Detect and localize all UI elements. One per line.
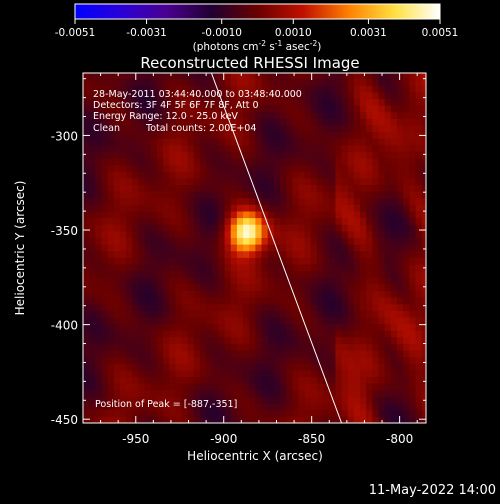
colorbar-tick-label: 0.0031 — [350, 27, 387, 39]
x-tick-label: -850 — [298, 432, 325, 446]
annotation-energy-range: Energy Range: 12.0 - 25.0 keV — [93, 111, 238, 122]
footer-date: 11-May-2022 14:00 — [369, 483, 496, 498]
x-axis-label: Heliocentric X (arcsec) — [187, 449, 323, 463]
heatmap-image — [83, 73, 426, 423]
x-tick-label: -800 — [386, 432, 413, 446]
annotation-detectors: Detectors: 3F 4F 5F 6F 7F 8F, Att 0 — [93, 100, 259, 111]
annotation-total-counts: Total counts: 2.00E+04 — [145, 123, 256, 134]
colorbar: -0.0051 -0.0031 -0.0010 0.0010 0.0031 0.0051 … — [55, 3, 459, 53]
annotation-time-range: 28-May-2011 03:44:40.000 to 03:48:40.000 — [93, 89, 302, 100]
colorbar-tick-label: 0.0051 — [422, 27, 459, 39]
colorbar-unit-label: (photons cm-2 s-1 asec-2) — [193, 39, 322, 53]
annotations: 28-May-2011 03:44:40.000 to 03:48:40.000… — [93, 89, 302, 410]
colorbar-tick-label: -0.0051 — [55, 27, 96, 39]
y-axis: -300 -350 -400 -450 — [51, 78, 426, 427]
y-tick-label: -450 — [51, 413, 78, 427]
solar-limb-line — [210, 73, 343, 423]
colorbar-gradient — [74, 3, 441, 20]
y-tick-label: -300 — [51, 129, 78, 143]
colorbar-ticks: -0.0051 -0.0031 -0.0010 0.0010 0.0031 0.0051 — [55, 19, 459, 39]
colorbar-tick-label: 0.0010 — [275, 27, 312, 39]
plot-frame — [82, 72, 427, 424]
y-axis-label: Heliocentric Y (arcsec) — [13, 181, 27, 316]
annotation-peak-position: Position of Peak = [-887,-351] — [95, 399, 237, 410]
x-tick-label: -950 — [122, 432, 149, 446]
x-axis: -950 -900 -850 -800 — [82, 73, 418, 446]
x-tick-label: -900 — [210, 432, 237, 446]
colorbar-tick-label: -0.0010 — [201, 27, 242, 39]
chart-title: Reconstructed RHESSI Image — [140, 54, 359, 72]
y-tick-label: -400 — [51, 319, 78, 333]
y-tick-label: -350 — [51, 224, 78, 238]
annotation-method: Clean — [93, 123, 120, 134]
colorbar-tick-label: -0.0031 — [126, 27, 167, 39]
